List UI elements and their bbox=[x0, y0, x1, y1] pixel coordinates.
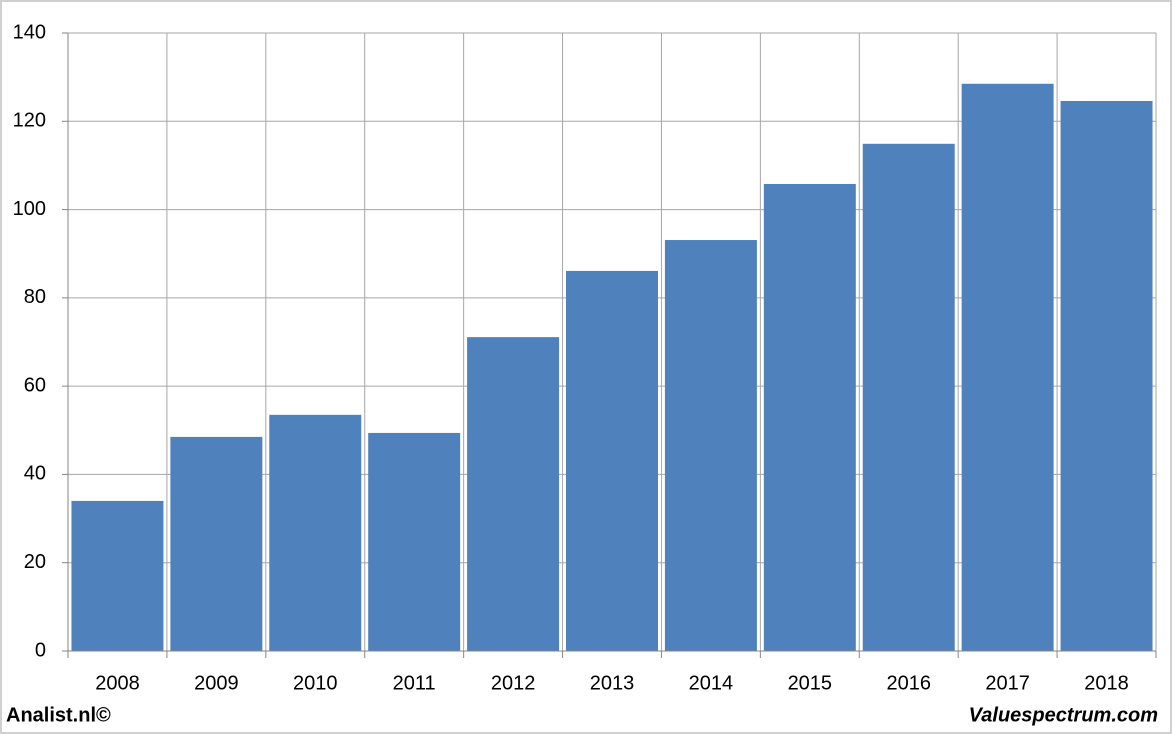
y-tick-label: 120 bbox=[13, 110, 46, 132]
x-tick-label: 2018 bbox=[1084, 672, 1129, 694]
x-tick-label: 2012 bbox=[491, 672, 536, 694]
bar bbox=[368, 432, 461, 651]
x-tick-label: 2009 bbox=[194, 672, 239, 694]
footer-right: Valuespectrum.com bbox=[969, 704, 1158, 726]
bar bbox=[170, 436, 263, 651]
y-tick-label: 60 bbox=[24, 374, 46, 396]
x-tick-label: 2010 bbox=[293, 672, 338, 694]
x-tick-label: 2013 bbox=[590, 672, 635, 694]
bar bbox=[763, 183, 856, 651]
bar bbox=[862, 143, 955, 651]
bar bbox=[467, 337, 560, 651]
bar bbox=[269, 414, 362, 651]
y-tick-label: 0 bbox=[35, 639, 46, 661]
footer-left: Analist.nl© bbox=[6, 704, 111, 726]
bar bbox=[71, 500, 164, 651]
x-tick-label: 2017 bbox=[985, 672, 1030, 694]
y-tick-label: 20 bbox=[24, 551, 46, 573]
x-tick-label: 2015 bbox=[788, 672, 833, 694]
bar bbox=[664, 240, 757, 651]
y-tick-label: 140 bbox=[13, 21, 46, 43]
y-tick-label: 80 bbox=[24, 286, 46, 308]
x-tick-label: 2008 bbox=[95, 672, 140, 694]
x-tick-label: 2011 bbox=[393, 672, 436, 694]
y-tick-label: 100 bbox=[13, 198, 46, 220]
bar bbox=[1060, 100, 1153, 652]
y-tick-label: 40 bbox=[24, 463, 46, 485]
bar bbox=[566, 270, 658, 651]
x-tick-label: 2014 bbox=[689, 672, 734, 694]
bar bbox=[961, 83, 1054, 651]
x-tick-label: 2016 bbox=[886, 672, 931, 694]
